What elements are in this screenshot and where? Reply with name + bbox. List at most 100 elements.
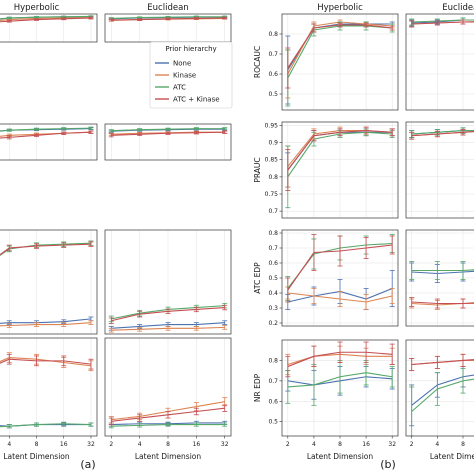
y-tick-label: 0.7 (268, 208, 278, 215)
series-line-atc-kinase (287, 130, 393, 171)
series-line-atc-kinase (411, 130, 474, 137)
series-line-atc-kinase (0, 243, 91, 256)
legend-title: Prior hierarchy (165, 45, 216, 53)
column-title: Euclidean (147, 3, 188, 13)
y-tick-label: 0.6 (268, 260, 278, 267)
series-line-atc-kinase (111, 17, 225, 21)
panel-b-r1-c0: 0.7 0.75 0.8 0.85 0.9 0.95 (265, 121, 399, 219)
series-line-atc (411, 378, 474, 412)
y-tick-label: 0.75 (265, 191, 279, 198)
y-tick-label: 0.5 (268, 91, 278, 98)
panel-frame (405, 121, 474, 219)
x-axis-label: Latent Dimension (430, 452, 474, 461)
series-line-kinase (111, 326, 225, 331)
caption-a: (a) (80, 458, 95, 471)
panel-frame (281, 121, 399, 219)
series-line-atc-kinase (411, 358, 474, 366)
panel-a-r2-c1 (104, 229, 232, 335)
y-axis-label: PRAUC (253, 157, 262, 182)
series-line-atc-kinase (0, 131, 91, 139)
legend-label-atc-kinase: ATC + Kinase (173, 96, 220, 104)
series-line-atc (0, 15, 91, 20)
series-line-atc-kinase (0, 17, 91, 23)
y-tick-label: 0.8 (268, 31, 278, 38)
panel-frame (0, 123, 98, 161)
x-tick-label: 32 (87, 441, 95, 448)
y-tick-label: 0.9 (268, 140, 278, 147)
series-line-atc-kinase (0, 358, 92, 365)
y-tick-label: 0.7 (268, 378, 278, 385)
series-line-atc-kinase (111, 131, 225, 136)
series-line-atc-kinase (287, 351, 393, 368)
legend: Prior hierarchy None Kinase ATC ATC + Kinase (149, 41, 233, 109)
x-tick-label: 4 (435, 441, 439, 448)
x-tick-label: 2 (286, 441, 290, 448)
y-tick-label: 0.5 (268, 275, 278, 282)
series-line-atc (111, 16, 225, 19)
series-line-atc-kinase (287, 244, 393, 291)
y-tick-label: 0.7 (268, 245, 278, 252)
legend-label-atc: ATC (173, 84, 186, 92)
panel-frame (104, 123, 232, 161)
y-tick-label: 0.6 (268, 398, 278, 405)
x-tick-label: 32 (388, 441, 396, 448)
y-tick-label: 0.4 (268, 290, 278, 297)
column-title: Hyperbolic (317, 3, 363, 13)
x-tick-label: 8 (338, 441, 342, 448)
panel-frame (104, 229, 232, 335)
figure-a: 24816322481632HyperbolicLatent Dimension… (0, 3, 232, 461)
column-title: Hyperbolic (14, 3, 60, 13)
y-axis-label: ATC EDP (253, 262, 262, 294)
x-tick-label: 16 (60, 441, 68, 448)
panel-frame (281, 13, 399, 111)
series-line-kinase (287, 292, 393, 303)
panel-a-r0-c0 (0, 13, 98, 43)
x-tick-label: 8 (461, 441, 465, 448)
panel-frame (0, 13, 98, 43)
panel-b-r2-c1 (405, 229, 474, 327)
panel-b-r3-c0: 0.5 0.6 0.7 0.8 2 4 8 16 32 (268, 339, 399, 448)
x-tick-label: 2 (109, 441, 113, 448)
series-line-atc (411, 269, 474, 272)
series-line-atc (111, 424, 225, 427)
y-tick-label: 0.5 (268, 419, 278, 426)
panel-frame (405, 13, 474, 111)
column-title: Euclidean (442, 3, 474, 13)
y-tick-label: 0.2 (268, 320, 278, 327)
y-tick-label: 0.85 (265, 157, 279, 164)
panel-b-r1-c1 (405, 121, 474, 219)
panel-b-r0-c1 (405, 13, 474, 111)
figure-b: 0.5 0.6 0.7 0.8 ROCAUC 0.7 0.75 0.8 0.85 0.9 0.95 P… (253, 3, 474, 461)
x-tick-label: 16 (193, 441, 201, 448)
y-axis-label: NR EDP (253, 373, 262, 402)
panel-b-r0-c0: 0.5 0.6 0.7 0.8 (268, 13, 399, 111)
x-axis-label: Latent Dimension (307, 452, 374, 461)
caption-b: (b) (380, 458, 396, 471)
x-tick-label: 4 (312, 441, 316, 448)
legend-label-none: None (173, 60, 191, 68)
panel-frame (0, 229, 98, 335)
x-tick-label: 2 (410, 441, 414, 448)
series-line-atc-kinase (287, 24, 393, 69)
panel-a-r3-c1: 2 4 8 16 32 (104, 337, 232, 448)
series-line-atc (0, 423, 91, 428)
panel-a-r1-c1 (104, 123, 232, 161)
y-tick-label: 0.8 (268, 357, 278, 364)
y-tick-label: 0.95 (265, 122, 279, 129)
x-tick-label: 8 (35, 441, 39, 448)
y-axis-label: ROCAUC (253, 46, 262, 78)
series-line-none (111, 322, 225, 329)
x-tick-label: 4 (138, 441, 142, 448)
series-line-atc-kinase (411, 21, 474, 25)
y-tick-label: 0.6 (268, 71, 278, 78)
series-line-atc (0, 242, 91, 257)
series-line-atc-kinase (411, 301, 474, 305)
series-line-atc (111, 128, 225, 132)
y-tick-label: 0.7 (268, 51, 278, 58)
x-axis-label: Latent Dimension (3, 452, 70, 461)
x-axis-label: Latent Dimension (135, 452, 202, 461)
series-line-atc-kinase (111, 407, 225, 422)
